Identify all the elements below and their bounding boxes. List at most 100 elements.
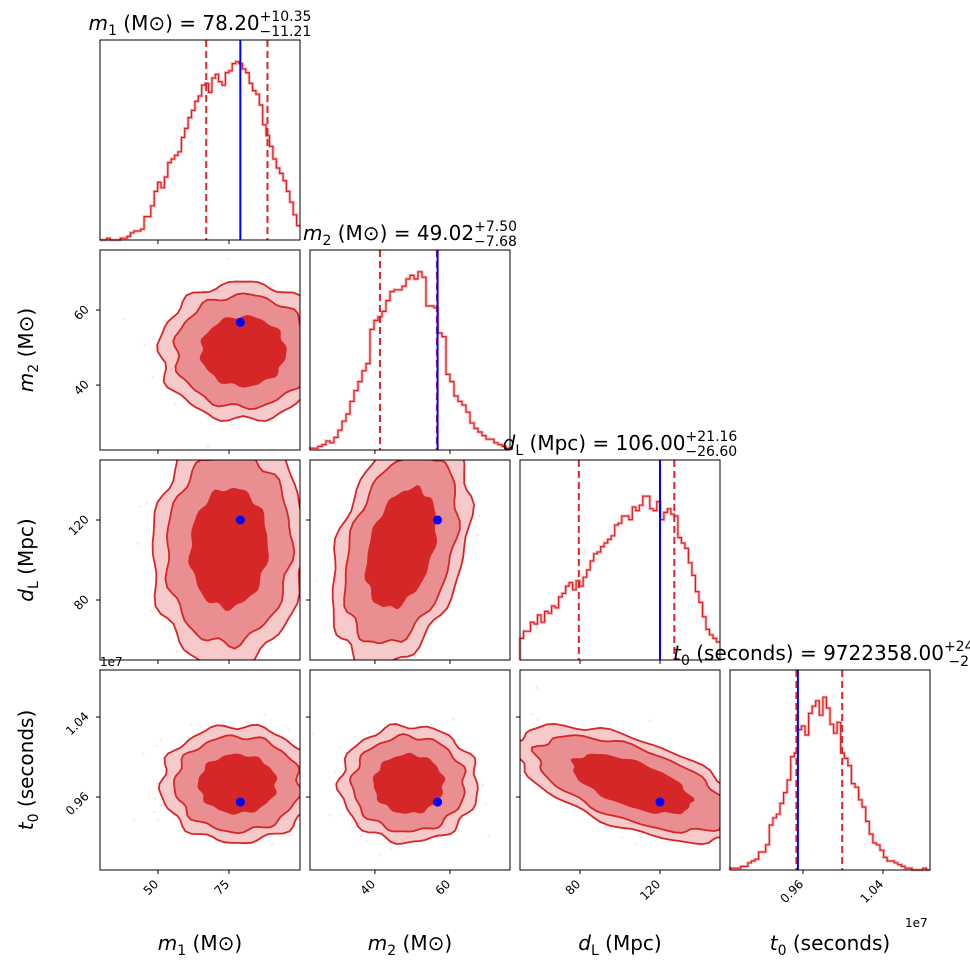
- sample-point: [313, 327, 315, 329]
- sample-point: [730, 825, 732, 827]
- sample-point: [201, 288, 205, 292]
- sample-point: [364, 839, 368, 842]
- sample-point: [389, 454, 391, 456]
- sample-point: [364, 700, 366, 702]
- y-axis-label-dL: dL (Mpc): [14, 518, 42, 601]
- label-unit: (seconds): [14, 710, 38, 814]
- axes-frame: [99, 669, 301, 871]
- label-symbol: m: [368, 931, 387, 955]
- histogram-shadow: [308, 270, 510, 450]
- sample-point: [168, 621, 171, 625]
- sample-point: [315, 579, 318, 582]
- label-subscript: 2: [26, 364, 42, 373]
- sample-point: [175, 650, 179, 653]
- sample-point: [535, 686, 539, 690]
- panel-m2-t0: [309, 669, 511, 871]
- sample-point: [287, 728, 290, 731]
- sample-point: [272, 446, 274, 448]
- panel-content: [123, 257, 339, 448]
- sample-point: [306, 793, 308, 795]
- sample-point: [415, 843, 419, 846]
- title-plus: +7.50: [474, 219, 517, 235]
- sample-point: [245, 721, 249, 724]
- sample-point: [302, 622, 304, 624]
- title-minus: −11.21: [259, 24, 311, 40]
- panel-hist-t0: t0 (seconds) = 9722358.00+243−233: [673, 639, 970, 872]
- sample-point: [305, 763, 307, 765]
- title-symbol: m: [303, 221, 322, 245]
- sample-point: [174, 402, 177, 405]
- sample-point: [531, 712, 534, 716]
- sample-point: [206, 415, 210, 418]
- panel-content: [520, 686, 757, 851]
- sample-point: [238, 429, 240, 431]
- axes-frame: [729, 669, 931, 871]
- sample-point: [477, 797, 480, 800]
- sample-point: [340, 660, 342, 662]
- sample-point: [362, 697, 364, 699]
- panel-content: [312, 717, 490, 857]
- sample-point: [755, 825, 757, 827]
- label-unit: (M⊙): [14, 308, 38, 364]
- panel-hist-m1: m1 (M⊙) = 78.20+10.35 −11.21: [89, 9, 311, 242]
- label-unit: (Mpc): [599, 931, 662, 955]
- panel-m2-dL: [309, 411, 511, 702]
- sample-point: [159, 739, 163, 742]
- sample-point: [388, 432, 390, 434]
- title-minus: −233: [948, 654, 970, 670]
- sample-point: [138, 505, 142, 508]
- sample-point: [432, 411, 434, 413]
- title-unit: (Mpc) = 106.00: [523, 431, 685, 455]
- sample-point: [326, 789, 328, 791]
- sample-point: [746, 849, 748, 851]
- panel-m1-dL: [99, 429, 304, 686]
- sample-point: [464, 550, 467, 554]
- sample-point: [379, 834, 382, 837]
- sample-point: [369, 663, 371, 665]
- sample-point: [385, 673, 387, 675]
- sample-point: [222, 684, 224, 686]
- panel-hist-m2: m2 (M⊙) = 49.02+7.50 −7.68: [303, 219, 517, 451]
- x-tick-label: 120: [637, 877, 663, 903]
- panel-content: [136, 429, 304, 686]
- panel-title-dL: dL (Mpc) = 106.00+21.16 −26.60: [503, 429, 738, 460]
- title-plus: +243: [944, 639, 970, 655]
- y-tick-label: 1.04: [63, 709, 92, 738]
- x-axis-label-m1: m1 (M⊙): [158, 931, 242, 959]
- x-offset-label: 1e7: [905, 916, 928, 930]
- axes-frame: [99, 459, 301, 661]
- sample-point: [351, 821, 354, 825]
- axes-frame: [519, 669, 721, 871]
- x-tick-label: 75: [212, 877, 233, 898]
- truth-marker: [433, 797, 443, 807]
- label-symbol: d: [578, 931, 591, 955]
- sample-point: [337, 358, 339, 360]
- label-subscript: L: [26, 581, 42, 589]
- x-tick-label: 50: [141, 877, 162, 898]
- sample-point: [294, 826, 298, 829]
- panel-m1-t0: [99, 669, 328, 871]
- y-axis-label-m2: m2 (M⊙): [14, 308, 42, 392]
- sample-point: [751, 805, 753, 807]
- sample-point: [635, 842, 638, 846]
- sample-point: [263, 452, 265, 454]
- axes-frame: [309, 249, 511, 451]
- sample-point: [248, 433, 250, 435]
- axes-frame: [309, 459, 511, 661]
- x-tick-label: 60: [433, 877, 454, 898]
- y-axis-label-t0: t0 (seconds): [14, 710, 42, 830]
- title-subscript: 2: [322, 233, 331, 249]
- sample-point: [123, 317, 126, 321]
- label-unit: (seconds): [787, 931, 891, 955]
- y-tick-label: 0.96: [63, 789, 92, 818]
- contour-inner: [570, 753, 695, 815]
- histogram-shadow: [100, 60, 300, 242]
- sample-point: [621, 836, 624, 839]
- sample-point: [359, 834, 363, 838]
- sample-point: [220, 279, 223, 283]
- sample-point: [367, 730, 371, 734]
- label-symbol: t: [14, 821, 38, 830]
- label-symbol: t: [770, 931, 779, 955]
- sample-point: [746, 816, 748, 818]
- sample-point: [206, 445, 210, 448]
